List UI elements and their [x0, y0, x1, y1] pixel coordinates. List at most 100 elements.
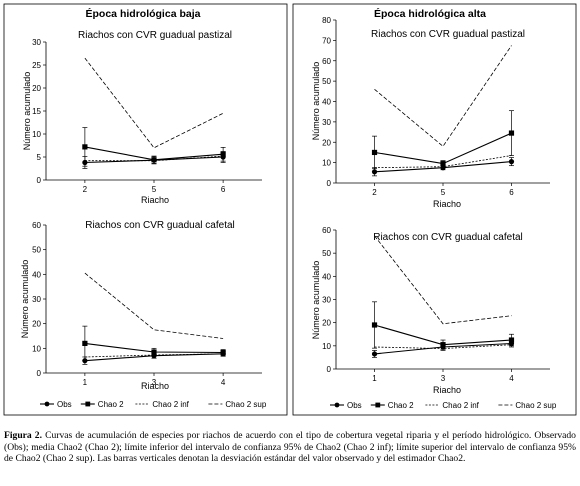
x-tick-label: 1 — [83, 378, 88, 387]
legend-label-chao-2-sup: Chao 2 sup — [225, 400, 266, 409]
x-axis-label: Riacho — [141, 381, 169, 391]
point-chao-2 — [371, 149, 378, 156]
y-tick-label: 0 — [37, 369, 42, 378]
y-tick-label: 25 — [32, 61, 41, 70]
x-tick-label: 5 — [441, 188, 446, 197]
chart-panel-3: 0 10 20 30 40 50 60 1 3 4 Riachos con CVR guadual … — [20, 220, 262, 391]
series-line-chao-2-inf — [374, 344, 512, 350]
y-tick-label: 40 — [322, 98, 331, 107]
chart-title: Riachos con CVR guadual pastizal — [78, 30, 232, 41]
x-tick-label: 2 — [372, 188, 377, 197]
figure-caption: Figura 2. Curvas de acumulación de espec… — [4, 430, 576, 465]
y-tick-label: 10 — [32, 344, 41, 353]
series-line-chao-2-sup — [84, 57, 224, 149]
figure: Época hidrológica baja Época hidrológica… — [3, 3, 577, 416]
point-obs — [371, 351, 378, 357]
y-axis-label: Número acumulado — [311, 62, 321, 141]
series-line-chao-2-inf — [374, 155, 512, 169]
legend-label-chao-2-inf: Chao 2 inf — [442, 401, 479, 410]
legend-label-obs: Obs — [347, 401, 362, 410]
y-tick-label: 30 — [32, 295, 41, 304]
legend-marker-chao-2 — [85, 401, 91, 407]
x-tick-label: 6 — [509, 188, 514, 197]
caption-label: Figura 2. — [4, 430, 42, 441]
y-tick-label: 60 — [322, 57, 331, 66]
legend-label-obs: Obs — [57, 400, 72, 409]
y-tick-label: 40 — [322, 272, 331, 281]
legend-label-chao-2: Chao 2 — [388, 401, 414, 410]
point-chao-2 — [508, 130, 515, 136]
legend-marker-obs — [334, 402, 340, 408]
y-tick-label: 0 — [327, 179, 332, 188]
point-chao-2 — [220, 151, 226, 157]
y-tick-label: 60 — [32, 221, 41, 230]
y-tick-label: 10 — [32, 130, 41, 139]
point-chao-2 — [440, 161, 446, 167]
y-tick-label: 60 — [322, 226, 331, 235]
point-chao-2 — [151, 157, 157, 163]
chart-panel-4: 0 10 20 30 40 50 60 1 3 4 Riachos con CVR guadual … — [311, 226, 550, 395]
y-tick-label: 50 — [32, 246, 41, 255]
y-tick-label: 20 — [322, 319, 331, 328]
point-chao-2 — [220, 349, 226, 356]
series-line-chao-2-sup — [84, 272, 224, 339]
y-tick-label: 50 — [322, 77, 331, 86]
point-chao-2 — [371, 322, 378, 328]
left-column-frame — [3, 3, 288, 416]
right-column-frame — [292, 3, 577, 416]
point-chao-2 — [82, 340, 88, 346]
point-chao-2 — [151, 349, 157, 355]
y-tick-label: 30 — [322, 296, 331, 305]
y-tick-label: 20 — [322, 138, 331, 147]
y-axis-label: Número acumulado — [22, 72, 32, 151]
y-axis-label: Número acumulado — [20, 260, 30, 339]
legend-label-chao-2-inf: Chao 2 inf — [152, 400, 189, 409]
chart-title: Riachos con CVR guadual pastizal — [371, 29, 525, 40]
y-tick-label: 5 — [37, 153, 42, 162]
x-axis-label: Riacho — [433, 199, 461, 209]
point-chao-2 — [440, 342, 446, 348]
legend-label-chao-2: Chao 2 — [98, 400, 124, 409]
y-tick-label: 15 — [32, 107, 41, 116]
y-tick-label: 30 — [32, 38, 41, 47]
x-tick-label: 6 — [221, 185, 226, 194]
x-axis-label: Riacho — [141, 195, 169, 205]
point-obs — [371, 169, 378, 175]
y-tick-label: 70 — [322, 36, 331, 45]
chart-title: Riachos con CVR guadual cafetal — [373, 232, 523, 243]
right-column-title: Época hidrológica alta — [374, 7, 486, 20]
y-tick-label: 20 — [32, 84, 41, 93]
y-tick-label: 10 — [322, 159, 331, 168]
chart-panel-2: 0 10 20 30 40 50 60 70 80 2 5 6 Riachos con CVR guad… — [311, 16, 550, 209]
x-axis-label: Riacho — [433, 385, 461, 395]
x-tick-label: 4 — [221, 378, 226, 387]
y-tick-label: 20 — [32, 320, 41, 329]
legend-group-1: Obs Chao 2 Chao 2 inf Chao 2 sup — [40, 400, 267, 409]
point-chao-2 — [508, 337, 515, 343]
series-line-chao-2-sup — [374, 45, 512, 147]
y-tick-label: 30 — [322, 118, 331, 127]
legend: Obs Chao 2 Chao 2 inf Chao 2 sup Obs Chao 2 Ch… — [40, 400, 557, 410]
x-tick-label: 5 — [152, 185, 157, 194]
caption-text: Curvas de acumulación de especies por ri… — [4, 430, 576, 465]
x-tick-label: 2 — [83, 185, 88, 194]
y-tick-label: 10 — [322, 342, 331, 351]
point-chao-2 — [82, 144, 88, 150]
legend-label-chao-2-sup: Chao 2 sup — [515, 401, 556, 410]
legend-group-2: Obs Chao 2 Chao 2 inf Chao 2 sup — [330, 401, 557, 410]
x-tick-label: 1 — [372, 374, 377, 383]
y-tick-label: 0 — [327, 365, 332, 374]
legend-marker-obs — [44, 401, 50, 407]
left-column-title: Época hidrológica baja — [86, 7, 201, 20]
series-line-chao-2-sup — [374, 235, 512, 325]
x-tick-label: 3 — [152, 378, 157, 387]
y-tick-label: 40 — [32, 270, 41, 279]
legend-marker-chao-2 — [375, 402, 381, 408]
x-tick-label: 4 — [509, 374, 514, 383]
y-tick-label: 50 — [322, 249, 331, 258]
y-axis-label: Número acumulado — [311, 261, 321, 340]
y-tick-label: 0 — [37, 176, 42, 185]
x-tick-label: 3 — [441, 374, 446, 383]
